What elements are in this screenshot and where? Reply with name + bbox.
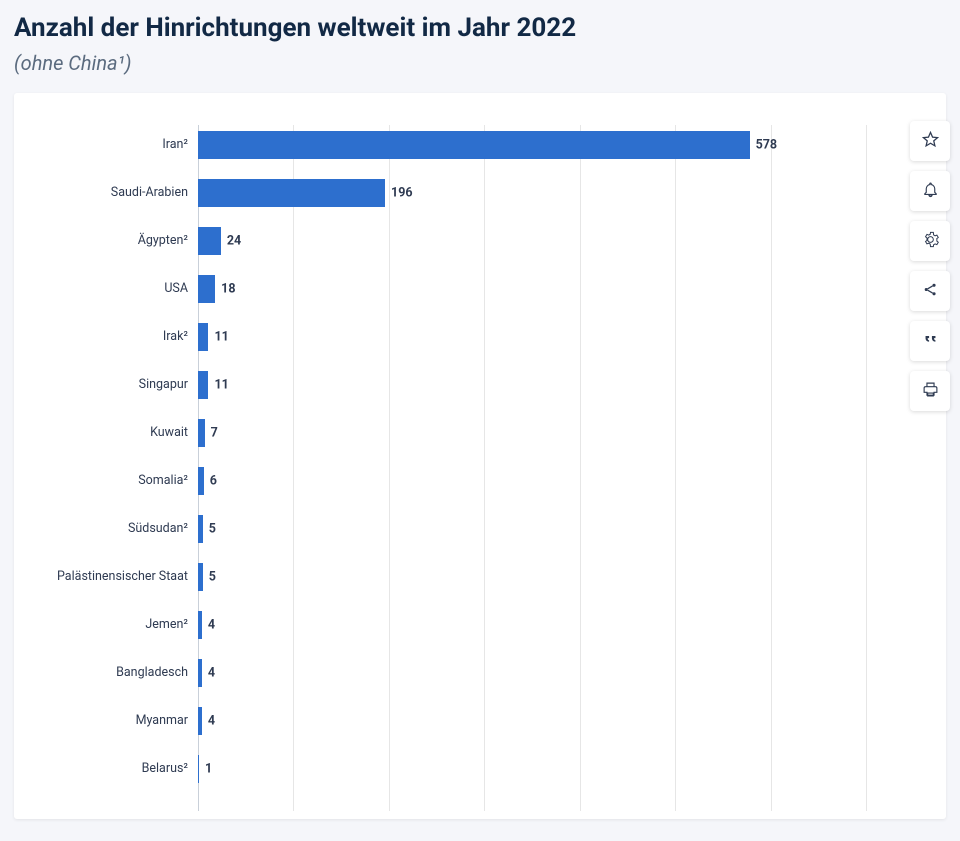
header: Anzahl der Hinrichtungen weltweit im Jah… (14, 12, 946, 75)
star-button[interactable] (910, 121, 950, 161)
category-label: Irak² (163, 329, 188, 344)
bar[interactable]: 4 (198, 611, 202, 639)
value-label: 4 (208, 665, 215, 680)
bar[interactable]: 4 (198, 707, 202, 735)
category-label: Singapur (139, 377, 188, 392)
category-label: Kuwait (150, 425, 188, 440)
quote-button[interactable] (910, 321, 950, 361)
bar[interactable]: 5 (198, 563, 203, 591)
table-row: Iran²578 (198, 131, 866, 159)
gear-icon (922, 231, 939, 251)
table-row: Myanmar4 (198, 707, 866, 735)
value-label: 4 (208, 617, 215, 632)
value-label: 5 (209, 521, 216, 536)
category-label: USA (164, 281, 188, 296)
category-label: Iran² (162, 137, 188, 152)
category-label: Somalia² (138, 473, 188, 488)
bell-button[interactable] (910, 171, 950, 211)
star-icon (922, 131, 939, 151)
value-label: 196 (391, 185, 413, 200)
bar[interactable]: 5 (198, 515, 203, 543)
chart-toolbar (910, 121, 950, 411)
category-label: Südsudan² (128, 521, 188, 536)
table-row: Belarus²1 (198, 755, 866, 783)
value-label: 1 (205, 761, 212, 776)
category-label: Saudi-Arabien (111, 185, 188, 200)
category-label: Belarus² (142, 761, 188, 776)
bar[interactable]: 18 (198, 275, 215, 303)
share-button[interactable] (910, 271, 950, 311)
value-label: 18 (221, 281, 235, 296)
gear-button[interactable] (910, 221, 950, 261)
table-row: Somalia²6 (198, 467, 866, 495)
bell-icon (922, 181, 939, 201)
print-button[interactable] (910, 371, 950, 411)
bar[interactable]: 7 (198, 419, 205, 447)
table-row: Palästinensischer Staat5 (198, 563, 866, 591)
bar-chart: Iran²578 Saudi-Arabien196 Ägypten²24 USA18 I… (198, 129, 866, 809)
value-label: 6 (210, 473, 217, 488)
value-label: 4 (208, 713, 215, 728)
value-label: 24 (227, 233, 241, 248)
bar[interactable]: 578 (198, 131, 750, 159)
value-label: 578 (756, 137, 778, 152)
category-label: Ägypten² (138, 233, 188, 248)
value-label: 5 (209, 569, 216, 584)
share-icon (922, 281, 939, 301)
table-row: Bangladesch4 (198, 659, 866, 687)
value-label: 11 (214, 377, 228, 392)
chart-panel: Iran²578Saudi-Arabien196Ägypten²24USA18I… (14, 93, 946, 819)
table-row: USA18 (198, 275, 866, 303)
category-label: Myanmar (136, 713, 188, 728)
value-label: 11 (214, 329, 228, 344)
value-label: 7 (211, 425, 218, 440)
bar[interactable]: 24 (198, 227, 221, 255)
table-row: Kuwait7 (198, 419, 866, 447)
table-row: Irak²11 (198, 323, 866, 351)
category-label: Palästinensischer Staat (57, 569, 188, 584)
bar[interactable]: 4 (198, 659, 202, 687)
chart-card: Iran²578Saudi-Arabien196Ägypten²24USA18I… (14, 93, 946, 819)
table-row: Jemen²4 (198, 611, 866, 639)
bars-container: Iran²578 Saudi-Arabien196 Ägypten²24 USA18 I… (198, 129, 866, 809)
bar[interactable]: 196 (198, 179, 385, 207)
bar[interactable]: 6 (198, 467, 204, 495)
table-row: Südsudan²5 (198, 515, 866, 543)
bar[interactable]: 1 (198, 755, 199, 783)
table-row: Saudi-Arabien196 (198, 179, 866, 207)
table-row: Ägypten²24 (198, 227, 866, 255)
print-icon (922, 381, 939, 401)
category-label: Bangladesch (116, 665, 188, 680)
bar[interactable]: 11 (198, 323, 208, 351)
table-row: Singapur11 (198, 371, 866, 399)
bar[interactable]: 11 (198, 371, 208, 399)
page-subtitle: (ohne China¹) (14, 51, 946, 75)
page-title: Anzahl der Hinrichtungen weltweit im Jah… (14, 12, 946, 45)
category-label: Jemen² (145, 617, 188, 632)
quote-icon (922, 331, 939, 351)
